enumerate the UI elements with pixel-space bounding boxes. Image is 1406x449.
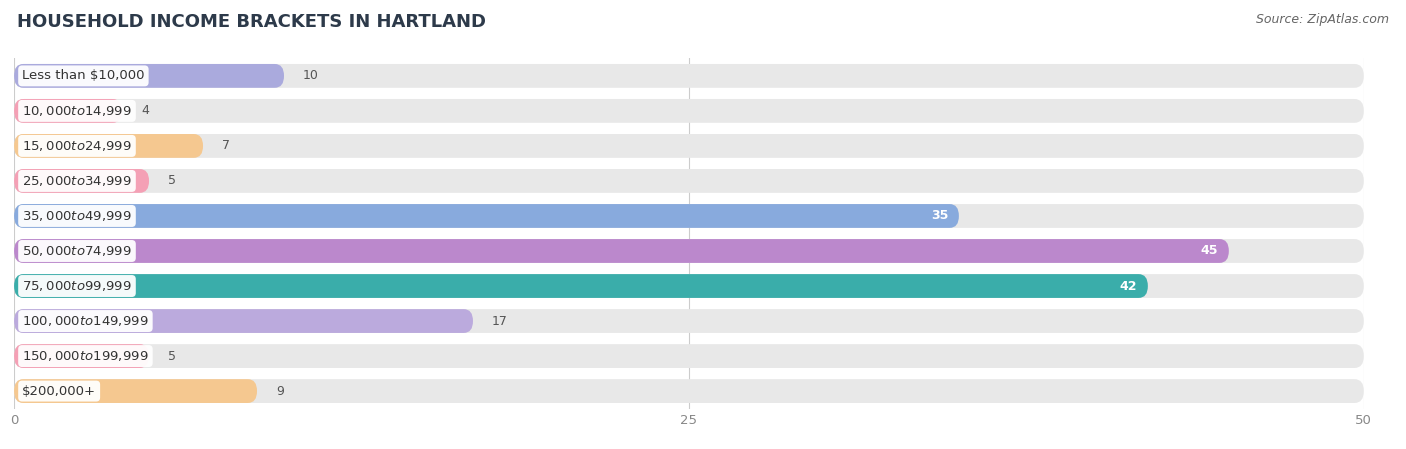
FancyBboxPatch shape	[14, 344, 149, 368]
FancyBboxPatch shape	[14, 169, 149, 193]
FancyBboxPatch shape	[14, 309, 1364, 333]
Text: $100,000 to $149,999: $100,000 to $149,999	[22, 314, 149, 328]
Text: 5: 5	[167, 350, 176, 362]
Text: 35: 35	[931, 210, 948, 222]
Text: $150,000 to $199,999: $150,000 to $199,999	[22, 349, 149, 363]
Text: $50,000 to $74,999: $50,000 to $74,999	[22, 244, 132, 258]
Text: $15,000 to $24,999: $15,000 to $24,999	[22, 139, 132, 153]
Text: 9: 9	[276, 385, 284, 397]
FancyBboxPatch shape	[14, 64, 1364, 88]
Text: 42: 42	[1119, 280, 1137, 292]
Text: $10,000 to $14,999: $10,000 to $14,999	[22, 104, 132, 118]
FancyBboxPatch shape	[14, 134, 1364, 158]
FancyBboxPatch shape	[14, 134, 202, 158]
FancyBboxPatch shape	[14, 204, 959, 228]
FancyBboxPatch shape	[14, 379, 257, 403]
FancyBboxPatch shape	[14, 99, 1364, 123]
FancyBboxPatch shape	[14, 204, 1364, 228]
Text: 5: 5	[167, 175, 176, 187]
FancyBboxPatch shape	[14, 274, 1364, 298]
FancyBboxPatch shape	[14, 239, 1229, 263]
FancyBboxPatch shape	[14, 64, 284, 88]
FancyBboxPatch shape	[14, 239, 1364, 263]
Text: $75,000 to $99,999: $75,000 to $99,999	[22, 279, 132, 293]
FancyBboxPatch shape	[14, 344, 1364, 368]
Text: 17: 17	[492, 315, 508, 327]
Text: Less than $10,000: Less than $10,000	[22, 70, 145, 82]
Text: $200,000+: $200,000+	[22, 385, 96, 397]
FancyBboxPatch shape	[14, 379, 1364, 403]
FancyBboxPatch shape	[14, 169, 1364, 193]
Text: $25,000 to $34,999: $25,000 to $34,999	[22, 174, 132, 188]
Text: 45: 45	[1201, 245, 1218, 257]
Text: 10: 10	[302, 70, 319, 82]
Text: 7: 7	[222, 140, 231, 152]
FancyBboxPatch shape	[14, 274, 1147, 298]
Text: 4: 4	[141, 105, 149, 117]
Text: $35,000 to $49,999: $35,000 to $49,999	[22, 209, 132, 223]
Text: Source: ZipAtlas.com: Source: ZipAtlas.com	[1256, 13, 1389, 26]
FancyBboxPatch shape	[14, 99, 122, 123]
FancyBboxPatch shape	[14, 309, 472, 333]
Text: HOUSEHOLD INCOME BRACKETS IN HARTLAND: HOUSEHOLD INCOME BRACKETS IN HARTLAND	[17, 13, 486, 31]
